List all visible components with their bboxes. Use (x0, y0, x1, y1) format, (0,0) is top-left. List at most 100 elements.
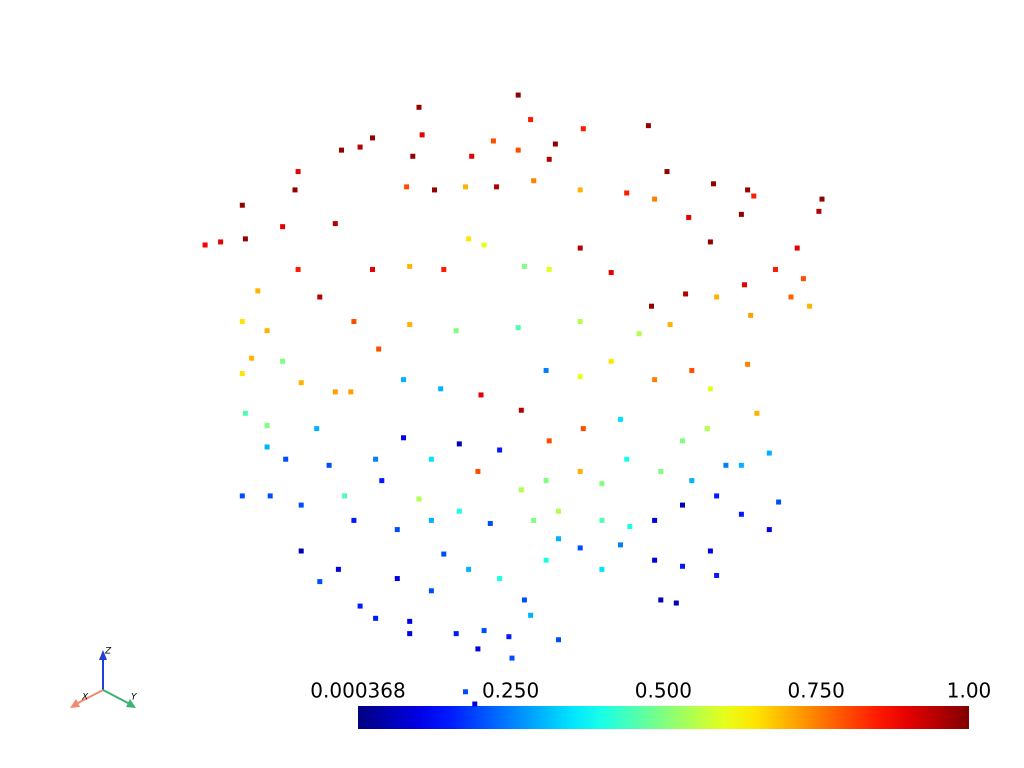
point (773, 266, 778, 272)
point (351, 319, 357, 324)
point (335, 566, 341, 572)
point (599, 566, 605, 572)
point (357, 144, 363, 150)
point (373, 615, 379, 621)
axes-widget: X Y Z (70, 647, 138, 708)
point (689, 478, 695, 484)
point (401, 377, 406, 383)
point (292, 187, 298, 193)
colorbar-tick-label: 0.250 (482, 679, 539, 703)
point (618, 416, 623, 422)
colorbar-tick-label: 0.000368 (310, 679, 405, 703)
point (481, 628, 487, 634)
point (624, 190, 630, 196)
point (515, 325, 521, 331)
point (416, 496, 422, 502)
point (745, 187, 751, 193)
point (419, 132, 425, 138)
point (264, 328, 270, 334)
point (242, 236, 248, 242)
point (689, 367, 695, 373)
point (373, 456, 379, 462)
point (577, 374, 583, 380)
point (298, 502, 304, 508)
point (658, 597, 664, 603)
point (218, 239, 224, 245)
point (528, 612, 534, 618)
point (776, 499, 782, 505)
point (738, 511, 744, 517)
point (357, 603, 363, 609)
point (748, 312, 754, 318)
point (556, 536, 561, 542)
point (348, 389, 354, 395)
point (816, 208, 822, 214)
point (608, 358, 614, 364)
point (438, 386, 444, 392)
point (577, 545, 583, 551)
point (714, 572, 720, 578)
point (249, 355, 255, 361)
point (394, 527, 400, 533)
point (711, 181, 716, 187)
point (255, 288, 261, 294)
point (819, 196, 825, 202)
point (280, 224, 286, 230)
point (317, 294, 323, 300)
point (351, 517, 357, 523)
point (441, 551, 447, 557)
point (807, 303, 813, 309)
point (742, 282, 747, 288)
point (707, 548, 713, 554)
point (577, 245, 583, 251)
y-axis (102, 689, 131, 705)
point (683, 291, 689, 297)
colorbar (358, 706, 969, 729)
point (652, 557, 658, 563)
point (528, 117, 534, 123)
point (432, 187, 437, 193)
point (339, 147, 344, 153)
point (404, 184, 410, 190)
point (738, 462, 744, 468)
point (546, 266, 552, 272)
point (521, 263, 527, 269)
point (239, 202, 245, 208)
y-arrow (126, 699, 136, 708)
point (738, 211, 744, 217)
point (453, 631, 459, 637)
point (714, 493, 720, 499)
point (332, 389, 338, 395)
point (295, 169, 301, 175)
point (317, 579, 323, 585)
point (577, 187, 583, 193)
point (376, 346, 382, 352)
point (428, 456, 434, 462)
point (754, 410, 760, 416)
point (370, 266, 375, 272)
point (788, 294, 794, 300)
point (283, 456, 289, 462)
point (379, 478, 385, 484)
point (531, 178, 537, 184)
point (543, 557, 549, 563)
point (497, 576, 503, 582)
point (242, 410, 248, 416)
point (599, 481, 605, 487)
point (546, 438, 552, 444)
point (680, 563, 685, 569)
point (580, 126, 586, 132)
point (239, 319, 245, 324)
point (714, 294, 720, 300)
z-axis-label: Z (104, 647, 112, 657)
point (401, 435, 406, 441)
point (667, 322, 673, 328)
point (453, 328, 459, 334)
point (314, 426, 320, 432)
point (456, 441, 462, 447)
point (506, 634, 512, 640)
point (394, 576, 400, 582)
point (751, 193, 757, 199)
point (239, 371, 245, 377)
point (707, 386, 713, 392)
